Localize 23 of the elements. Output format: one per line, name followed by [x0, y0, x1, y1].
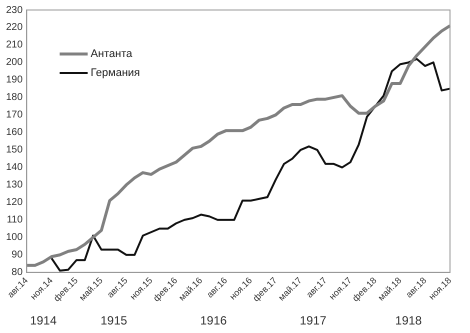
legend-label: Антанта — [90, 48, 134, 60]
y-tick-label: 150 — [6, 144, 24, 156]
y-tick-label: 80 — [12, 267, 24, 278]
y-tick-label: 110 — [6, 214, 24, 226]
text: 1915 — [100, 313, 128, 328]
y-tick-label: 130 — [6, 180, 24, 191]
y-tick-label: 220 — [6, 22, 24, 34]
y-tick-label: 200 — [6, 57, 24, 68]
text: 1916 — [200, 313, 228, 328]
y-tick-label: 120 — [6, 197, 24, 208]
text: 1914 — [30, 313, 57, 328]
text: 1917 — [300, 313, 327, 328]
y-tick-label: 160 — [6, 127, 24, 138]
y-tick-label: 90 — [12, 250, 24, 261]
y-tick-label: 140 — [6, 162, 24, 174]
y-tick-label: 230 — [6, 4, 24, 16]
y-tick-label: 180 — [6, 92, 24, 104]
y-tick-label: 190 — [6, 74, 24, 86]
legend-label: Германия — [90, 67, 140, 80]
text: 1918 — [395, 313, 422, 328]
y-tick-label: 100 — [6, 232, 24, 244]
y-tick-label: 210 — [6, 40, 24, 51]
y-tick-label: 170 — [6, 110, 24, 121]
